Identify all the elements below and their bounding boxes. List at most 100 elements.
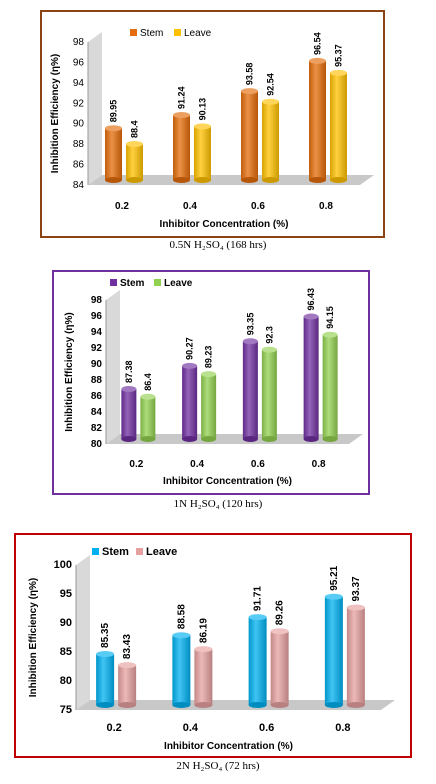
bar-base (248, 702, 267, 708)
bar (346, 607, 365, 705)
bar-base (330, 177, 347, 183)
bar-base (322, 436, 338, 442)
bar-top (270, 628, 289, 635)
bar-base (309, 177, 326, 183)
bar (309, 60, 326, 180)
x-tick-label: 0.6 (259, 722, 274, 734)
bar-base (96, 702, 115, 708)
data-label: 88.4 (130, 121, 140, 139)
bar (242, 341, 258, 439)
bar (126, 144, 143, 180)
data-label: 95.21 (329, 565, 340, 590)
bar-top (242, 338, 258, 345)
bar-top (330, 69, 347, 76)
floor (88, 175, 374, 185)
y-tick-label: 92 (91, 343, 103, 354)
bar (194, 649, 213, 705)
data-label: 91.71 (253, 586, 264, 611)
bar-base (242, 436, 258, 442)
bar-top (201, 371, 217, 378)
bar-base (262, 177, 279, 183)
chart-2: 80 82 84 86 88 90 92 94 96 98 Inhibition Efficienc… (64, 278, 363, 487)
bar-base (346, 702, 365, 708)
bar-top (322, 331, 338, 338)
legend-label: Leave (146, 546, 177, 558)
bar-top (194, 646, 213, 653)
y-tick-label: 100 (54, 559, 72, 571)
y-tick-label: 80 (91, 439, 103, 450)
bar (270, 631, 289, 705)
side-wall (106, 290, 120, 444)
bar-top (96, 650, 115, 657)
bar-top (324, 593, 343, 600)
legend-label: Stem (140, 28, 163, 39)
bar-top (194, 123, 211, 130)
y-axis-label: Inhibition Efficiency (η%) (28, 578, 39, 697)
x-tick-label: 0.2 (115, 201, 129, 212)
legend-label: Leave (164, 278, 193, 289)
data-label: 85.35 (100, 623, 111, 648)
data-label: 90.13 (198, 98, 208, 121)
bar-top (346, 604, 365, 611)
data-label: 94.15 (325, 306, 335, 329)
y-tick-label: 96 (73, 57, 85, 68)
x-tick-label: 0.8 (335, 722, 350, 734)
x-axis-label: Inhibitor Concentration (%) (163, 476, 292, 487)
bar-base (241, 177, 258, 183)
data-label: 89.23 (204, 346, 214, 369)
bar-top (248, 614, 267, 621)
side-wall (88, 32, 102, 185)
x-tick-label: 0.8 (312, 459, 326, 470)
bar (303, 316, 319, 439)
bar-base (324, 702, 343, 708)
data-label: 93.37 (351, 576, 362, 601)
legend-swatch (110, 279, 117, 286)
x-tick-label: 0.8 (319, 201, 333, 212)
floor (76, 700, 395, 710)
y-tick-label: 75 (60, 704, 72, 716)
chart-3: 75 80 85 90 95 100 Inhibition Efficiency (η%) I… (28, 546, 395, 752)
plot-area: 84 86 88 90 92 94 96 98 Inhibition Efficiency (η… (50, 28, 374, 230)
bar-base (194, 702, 213, 708)
bar (173, 115, 190, 180)
y-tick-label: 88 (73, 139, 85, 150)
y-tick-label: 88 (91, 375, 103, 386)
bar-top (140, 393, 156, 400)
bar (182, 365, 198, 439)
y-tick-label: 90 (91, 359, 103, 370)
bar (241, 91, 258, 180)
data-label: 89.26 (275, 600, 286, 625)
bar (140, 396, 156, 439)
bar (105, 128, 122, 180)
y-tick-label: 96 (91, 311, 103, 322)
y-tick-label: 80 (60, 675, 72, 687)
data-label: 89.95 (109, 100, 119, 123)
y-tick-label: 94 (91, 327, 103, 338)
y-tick-label: 86 (73, 160, 85, 171)
bar-base (303, 436, 319, 442)
data-label: 92.54 (266, 73, 276, 96)
data-label: 86.19 (198, 618, 209, 643)
legend-label: Stem (120, 278, 145, 289)
plot-area: 80 82 84 86 88 90 92 94 96 98 Inhibition Efficienc… (64, 278, 363, 487)
y-axis-label: Inhibition Efficiency (η%) (50, 54, 61, 173)
floor (106, 434, 363, 444)
bar-base (270, 702, 289, 708)
bar-base (201, 436, 217, 442)
y-tick-label: 98 (91, 295, 103, 306)
x-tick-label: 0.2 (106, 722, 121, 734)
bar-base (172, 702, 191, 708)
bar (330, 72, 347, 180)
bar-base (126, 177, 143, 183)
data-label: 96.43 (306, 288, 316, 311)
bar-top (105, 125, 122, 132)
data-label: 93.35 (245, 313, 255, 336)
y-tick-label: 85 (60, 646, 72, 658)
data-label: 88.58 (176, 604, 187, 629)
side-wall (76, 555, 90, 710)
bar-base (173, 177, 190, 183)
y-tick-label: 90 (60, 617, 72, 629)
x-tick-label: 0.2 (129, 459, 143, 470)
y-tick-label: 98 (73, 37, 85, 48)
chart-caption-2: 1N H₂SO₄ (120 hrs) (173, 498, 263, 510)
